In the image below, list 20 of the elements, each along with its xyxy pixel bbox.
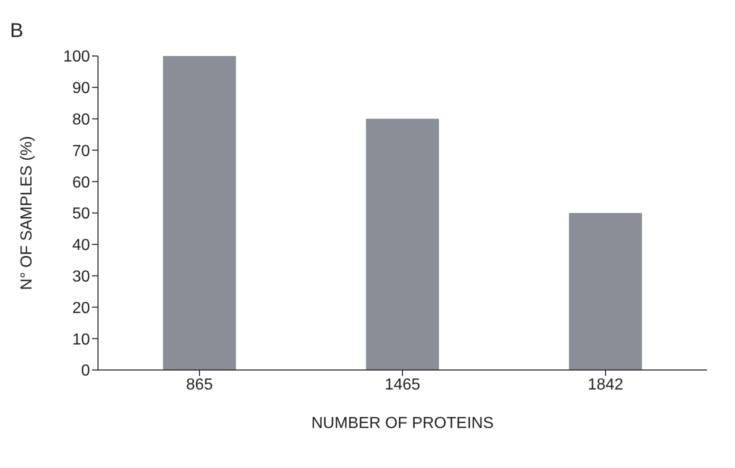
x-tick-label: 1842 [588,376,624,394]
y-tick-label: 100 [63,48,90,66]
x-axis-title: NUMBER OF PROTEINS [311,415,494,432]
y-tick-label: 80 [72,111,90,128]
bar [162,56,236,370]
y-tick-label: 50 [72,206,90,223]
y-tick-label: 10 [72,331,90,348]
y-tick-label: 40 [72,237,90,254]
y-tick-label: 70 [72,142,90,160]
y-axis-title: N° OF SAMPLES (%) [18,136,36,290]
x-tick-label: 1465 [384,376,420,394]
y-tick-label: 90 [72,80,90,98]
y-tick-label: 0 [81,362,90,380]
y-tick-label: 60 [72,174,90,192]
chart-title: B [10,20,24,43]
bar [568,213,642,370]
y-tick-label: 20 [72,300,90,317]
bar [366,118,439,370]
x-tick-label: 865 [186,376,213,394]
y-tick-label: 30 [72,268,90,286]
